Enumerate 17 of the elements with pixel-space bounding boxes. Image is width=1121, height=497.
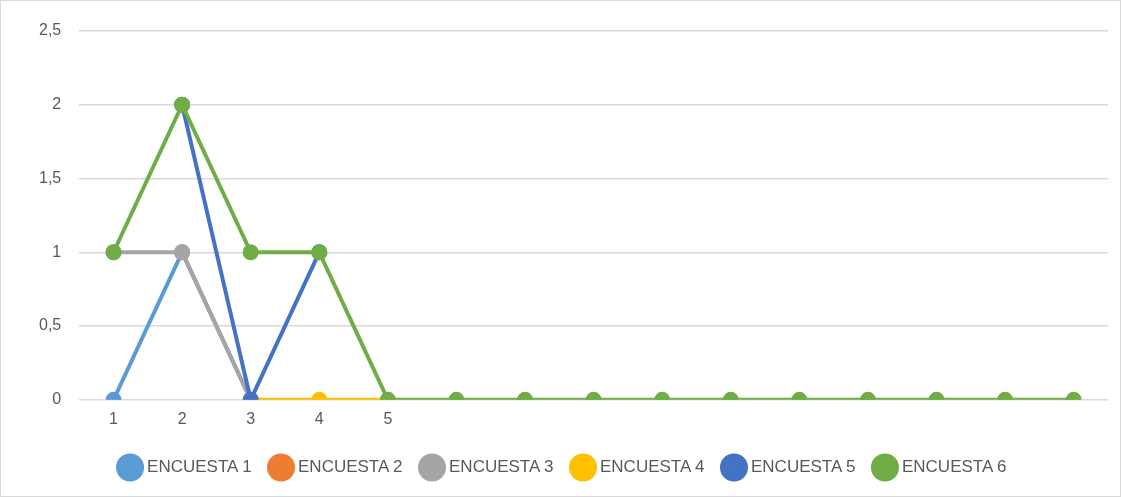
y-tick-label: 0 bbox=[52, 390, 62, 408]
y-tick-label: 2,5 bbox=[38, 21, 62, 39]
legend-label: ENCUESTA 4 bbox=[600, 457, 705, 477]
x-tick-label: 2 bbox=[177, 409, 187, 427]
legend-label: ENCUESTA 3 bbox=[449, 457, 554, 477]
legend-label: ENCUESTA 6 bbox=[901, 457, 1007, 477]
legend-label: ENCUESTA 1 bbox=[147, 457, 252, 477]
x-tick-label: 1 bbox=[109, 409, 119, 427]
legend-label: ENCUESTA 5 bbox=[750, 457, 856, 477]
y-tick-label: 1 bbox=[52, 242, 62, 260]
x-tick-label: 3 bbox=[246, 409, 256, 427]
x-tick-label: 5 bbox=[383, 409, 393, 427]
x-tick-label: 4 bbox=[314, 409, 324, 427]
legend-label: ENCUESTA 2 bbox=[298, 457, 403, 477]
y-tick-label: 2 bbox=[52, 95, 62, 113]
y-tick-label: 0,5 bbox=[38, 316, 62, 334]
y-tick-label: 1,5 bbox=[38, 168, 62, 186]
